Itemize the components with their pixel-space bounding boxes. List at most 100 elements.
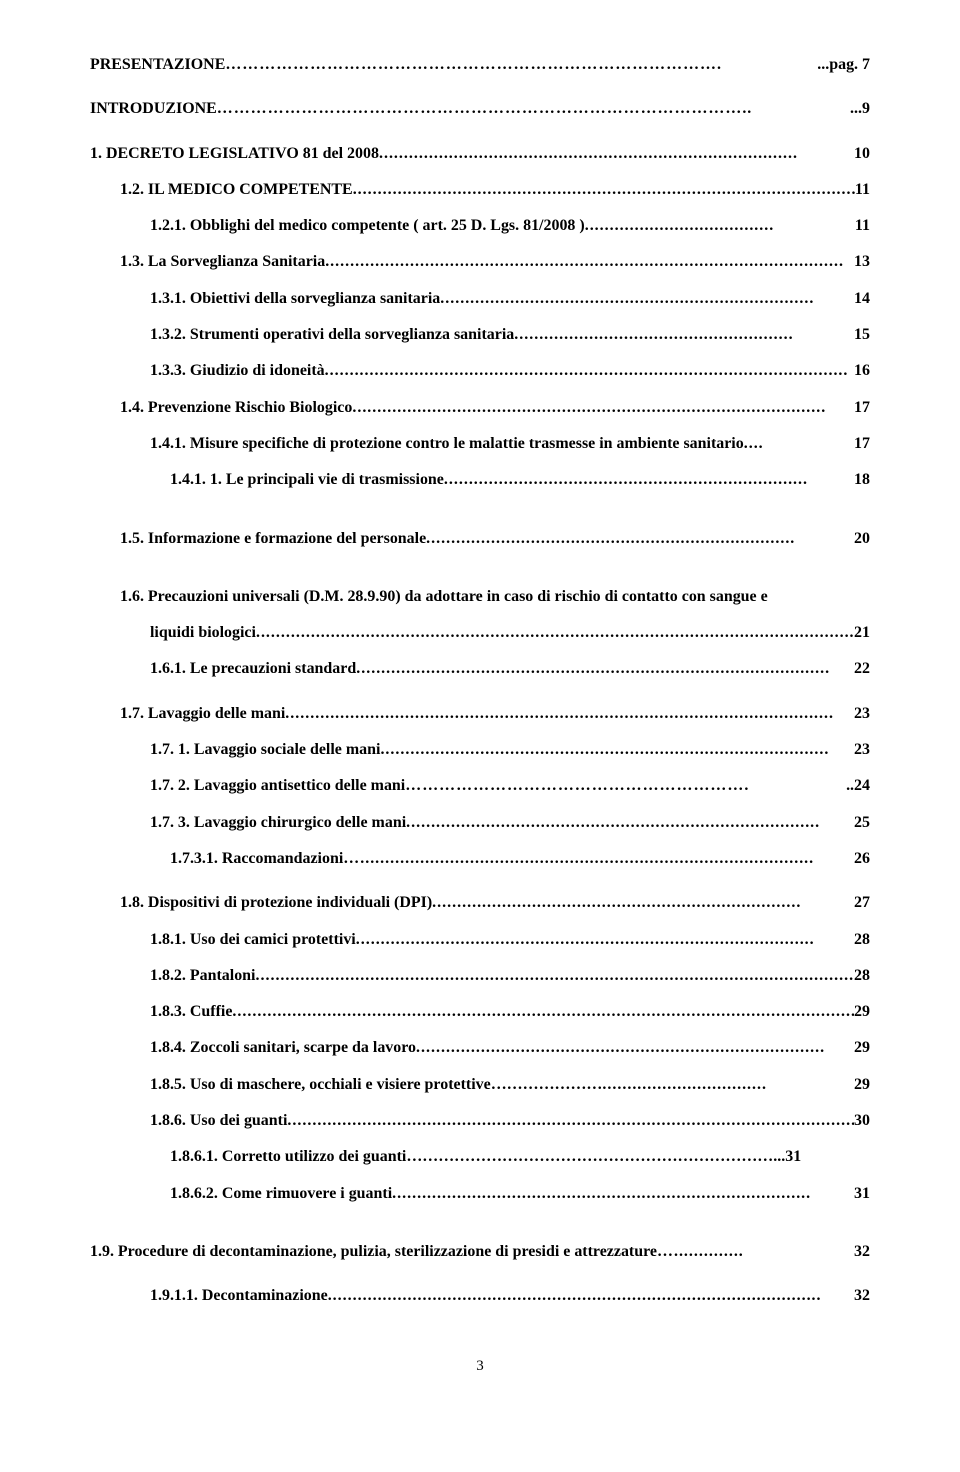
toc-entry: 1.7. 2. Lavaggio antisettico delle mani…… bbox=[90, 771, 870, 801]
toc-label: 1.5. Informazione e formazione del perso… bbox=[120, 524, 426, 554]
toc-leader: ........................................… bbox=[353, 175, 855, 205]
page-number: 3 bbox=[90, 1352, 870, 1381]
toc-label: 1.7.3.1. Raccomandazioni bbox=[170, 844, 343, 874]
toc-entry: 1.4.1. Misure specifiche di protezione c… bbox=[90, 429, 870, 459]
toc-page: 11 bbox=[855, 211, 870, 241]
toc-page: 21 bbox=[854, 618, 870, 648]
toc-label: 1.8.5. Uso di maschere, occhiali e visie… bbox=[150, 1070, 602, 1100]
toc-page: 17 bbox=[854, 429, 870, 459]
toc-entry: 1.6. Precauzioni universali (D.M. 28.9.9… bbox=[90, 582, 870, 612]
toc-label: 1.8.6. Uso dei guanti bbox=[150, 1106, 287, 1136]
toc-leader: ........................................… bbox=[325, 247, 854, 277]
toc-label: 1.9.1.1. Decontaminazione bbox=[150, 1281, 328, 1311]
toc-leader: ........................................… bbox=[287, 1106, 854, 1136]
toc-page: ...9 bbox=[850, 94, 870, 124]
toc-page: 29 bbox=[854, 1033, 870, 1063]
toc-leader: ................................. bbox=[602, 1070, 854, 1100]
toc-leader: ........................................… bbox=[406, 808, 854, 838]
toc-page: 29 bbox=[854, 1070, 870, 1100]
toc-page: ..24 bbox=[846, 771, 870, 801]
toc-page: 18 bbox=[854, 465, 870, 495]
toc-label: 1.8.3. Cuffie bbox=[150, 997, 232, 1027]
toc-page: 31 bbox=[854, 1179, 870, 1209]
toc-page: 11 bbox=[855, 175, 870, 205]
toc-label: 1.6.1. Le precauzioni standard bbox=[150, 654, 356, 684]
toc-page: 32 bbox=[854, 1237, 870, 1267]
toc-entry: 1.2.1. Obblighi del medico competente ( … bbox=[90, 211, 870, 241]
toc-page: 27 bbox=[854, 888, 870, 918]
toc-leader: ……………………………………………………. bbox=[405, 771, 846, 801]
toc-entry: 1.7.3.1. Raccomandazioni …..............… bbox=[90, 844, 870, 874]
toc-entry: 1.3.3. Giudizio di idoneità.............… bbox=[90, 356, 870, 386]
toc-label: 1.3.1. Obiettivi della sorveglianza sani… bbox=[150, 284, 440, 314]
toc-leader: ........................................… bbox=[352, 393, 854, 423]
toc-page: 23 bbox=[854, 699, 870, 729]
toc-entry: 1.8.5. Uso di maschere, occhiali e visie… bbox=[90, 1070, 870, 1100]
toc-leader: ........................................… bbox=[432, 888, 854, 918]
toc-page: 32 bbox=[854, 1281, 870, 1311]
toc-label: INTRODUZIONE bbox=[90, 94, 217, 124]
toc-leader: ….......................................… bbox=[343, 844, 854, 874]
toc-leader: ...................................... bbox=[585, 211, 855, 241]
spacer bbox=[90, 554, 870, 582]
spacer bbox=[90, 80, 870, 94]
toc-leader: ........................................… bbox=[232, 997, 854, 1027]
toc-entry: 1.6.1. Le precauzioni standard..........… bbox=[90, 654, 870, 684]
toc-entry: 1.8.4. Zoccoli sanitari, scarpe da lavor… bbox=[90, 1033, 870, 1063]
toc-leader: ........................................… bbox=[256, 618, 854, 648]
toc-leader: ........................................… bbox=[285, 699, 854, 729]
toc-entry: 1.7. Lavaggio delle mani................… bbox=[90, 699, 870, 729]
toc-label: PRESENTAZIONE bbox=[90, 50, 225, 80]
toc-page: ...pag. 7 bbox=[817, 50, 870, 80]
toc-label: 1.3.3. Giudizio di idoneità bbox=[150, 356, 325, 386]
toc-label: 1.7. 1. Lavaggio sociale delle mani bbox=[150, 735, 380, 765]
toc-page: 25 bbox=[854, 808, 870, 838]
toc-page: 14 bbox=[854, 284, 870, 314]
toc-entry: 1.3. La Sorveglianza Sanitaria..........… bbox=[90, 247, 870, 277]
toc-label: 1.2.1. Obblighi del medico competente ( … bbox=[150, 211, 585, 241]
spacer bbox=[90, 496, 870, 524]
toc-leader: ........................................… bbox=[416, 1033, 854, 1063]
toc-page: 23 bbox=[854, 735, 870, 765]
toc-leader: ……………………………………………………………………………. bbox=[225, 50, 817, 80]
toc-label: 1.4.1. 1. Le principali vie di trasmissi… bbox=[170, 465, 444, 495]
toc-entry: 1.9.1.1. Decontaminazione...............… bbox=[90, 1281, 870, 1311]
toc-leader: ........................................… bbox=[325, 356, 854, 386]
toc-leader: ........................................… bbox=[356, 654, 854, 684]
toc-leader: ….............. bbox=[657, 1237, 854, 1267]
spacer bbox=[90, 874, 870, 888]
toc-label: 1.8.4. Zoccoli sanitari, scarpe da lavor… bbox=[150, 1033, 416, 1063]
toc-label: 1.8. Dispositivi di protezione individua… bbox=[120, 888, 432, 918]
toc-entry: 1.3.2. Strumenti operativi della sorvegl… bbox=[90, 320, 870, 350]
toc-entry: 1.5. Informazione e formazione del perso… bbox=[90, 524, 870, 554]
toc-label: 1.3. La Sorveglianza Sanitaria bbox=[120, 247, 325, 277]
spacer bbox=[90, 685, 870, 699]
toc-label: 1.2. IL MEDICO COMPETENTE bbox=[120, 175, 353, 205]
toc-label: 1.3.2. Strumenti operativi della sorvegl… bbox=[150, 320, 514, 350]
toc-label: 1. DECRETO LEGISLATIVO 81 del 2008 bbox=[90, 139, 379, 169]
toc-label: 1.7. 2. Lavaggio antisettico delle mani bbox=[150, 771, 405, 801]
toc-label: 1.7. 3. Lavaggio chirurgico delle mani bbox=[150, 808, 406, 838]
toc-entry: 1.8.6.1. Corretto utilizzo dei guanti………… bbox=[90, 1142, 870, 1172]
toc-page: 30 bbox=[854, 1106, 870, 1136]
toc-entry: 1.4.1. 1. Le principali vie di trasmissi… bbox=[90, 465, 870, 495]
spacer bbox=[90, 1312, 870, 1318]
toc-leader: ………………………………………………………………………………….. bbox=[217, 94, 850, 124]
toc-leader: ........................................… bbox=[379, 139, 854, 169]
toc-entry: 1.8.1. Uso dei camici protettivi........… bbox=[90, 925, 870, 955]
toc-entry: 1. DECRETO LEGISLATIVO 81 del 2008......… bbox=[90, 139, 870, 169]
toc-label: 1.7. Lavaggio delle mani bbox=[120, 699, 285, 729]
toc-entry: 1.8. Dispositivi di protezione individua… bbox=[90, 888, 870, 918]
toc-page: 15 bbox=[854, 320, 870, 350]
toc-label: 1.8.6.1. Corretto utilizzo dei guanti………… bbox=[170, 1142, 773, 1172]
toc-entry: 1.8.6.2. Come rimuovere i guanti........… bbox=[90, 1179, 870, 1209]
toc-label: 1.9. Procedure di decontaminazione, puli… bbox=[90, 1237, 657, 1267]
toc-page: 29 bbox=[854, 997, 870, 1027]
toc-page: 16 bbox=[854, 356, 870, 386]
toc-label: 1.4. Prevenzione Rischio Biologico bbox=[120, 393, 352, 423]
toc-leader: ........................................… bbox=[328, 1281, 854, 1311]
toc-page: 28 bbox=[854, 925, 870, 955]
toc-entry: 1.8.2. Pantaloni........................… bbox=[90, 961, 870, 991]
toc-entry: 1.3.1. Obiettivi della sorveglianza sani… bbox=[90, 284, 870, 314]
toc-entry: 1.9. Procedure di decontaminazione, puli… bbox=[90, 1237, 870, 1267]
